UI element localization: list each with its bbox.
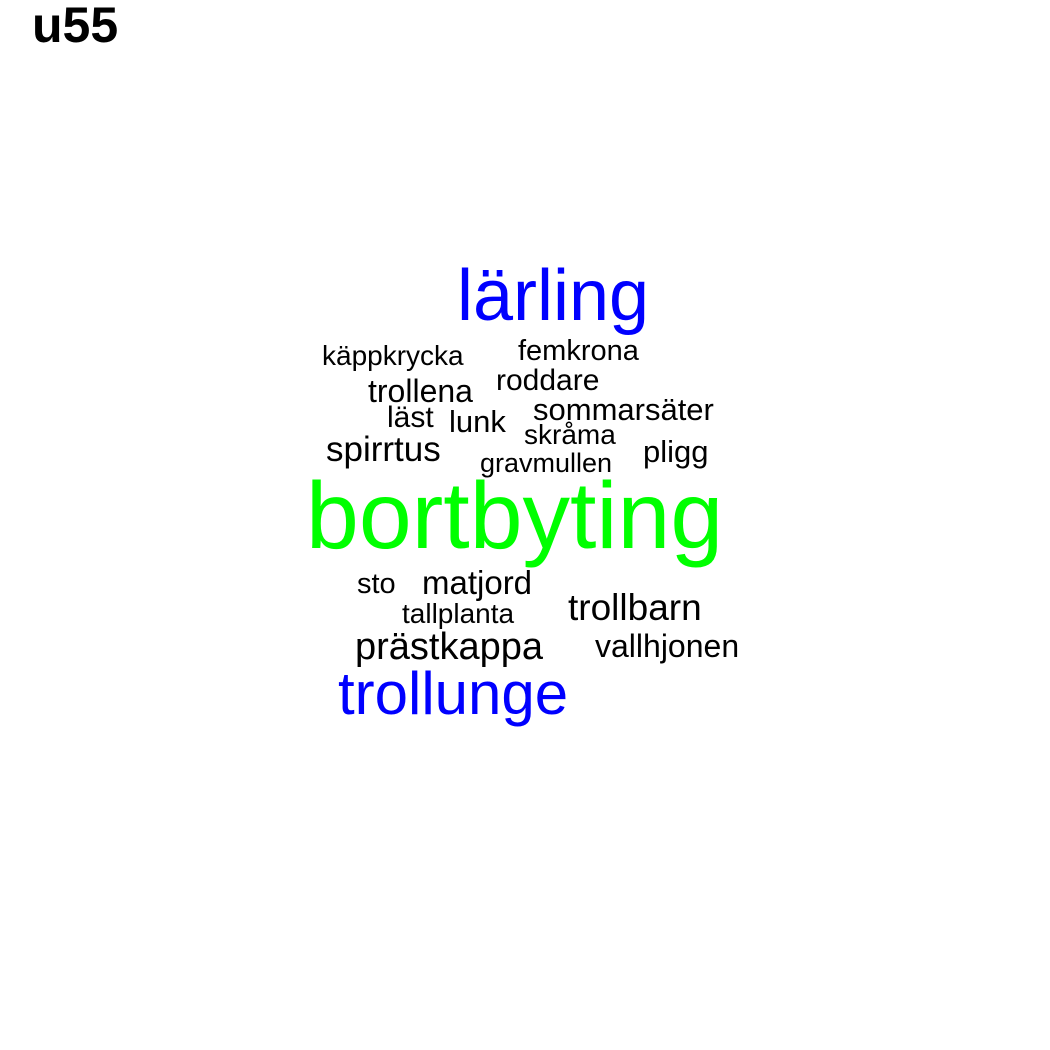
word-trollbarn: trollbarn: [568, 587, 702, 628]
word-sommarsater: sommarsäter: [533, 392, 714, 427]
word-trollena: trollena: [368, 373, 473, 409]
word-femkrona: femkrona: [518, 335, 639, 367]
word-prastkappa: prästkappa: [355, 626, 544, 668]
word-roddare: roddare: [496, 364, 600, 397]
word-lunk: lunk: [449, 404, 506, 439]
word-tallplanta: tallplanta: [402, 598, 515, 629]
word-matjord: matjord: [422, 564, 533, 601]
word-spirrtus: spirrtus: [326, 430, 441, 469]
word-kappkrycka: käppkrycka: [322, 340, 464, 371]
word-pligg: pligg: [643, 434, 709, 469]
page-title: u55: [32, 0, 119, 53]
word-sto: sto: [357, 568, 396, 600]
word-bortbyting: bortbyting: [306, 463, 724, 569]
word-skrama: skråma: [524, 419, 616, 450]
word-trollunge: trollunge: [338, 660, 569, 727]
word-larling: lärling: [457, 256, 650, 336]
word-vallhjonen: vallhjonen: [595, 628, 740, 664]
word-gravmullen: gravmullen: [480, 448, 613, 478]
word-last: läst: [387, 401, 434, 434]
